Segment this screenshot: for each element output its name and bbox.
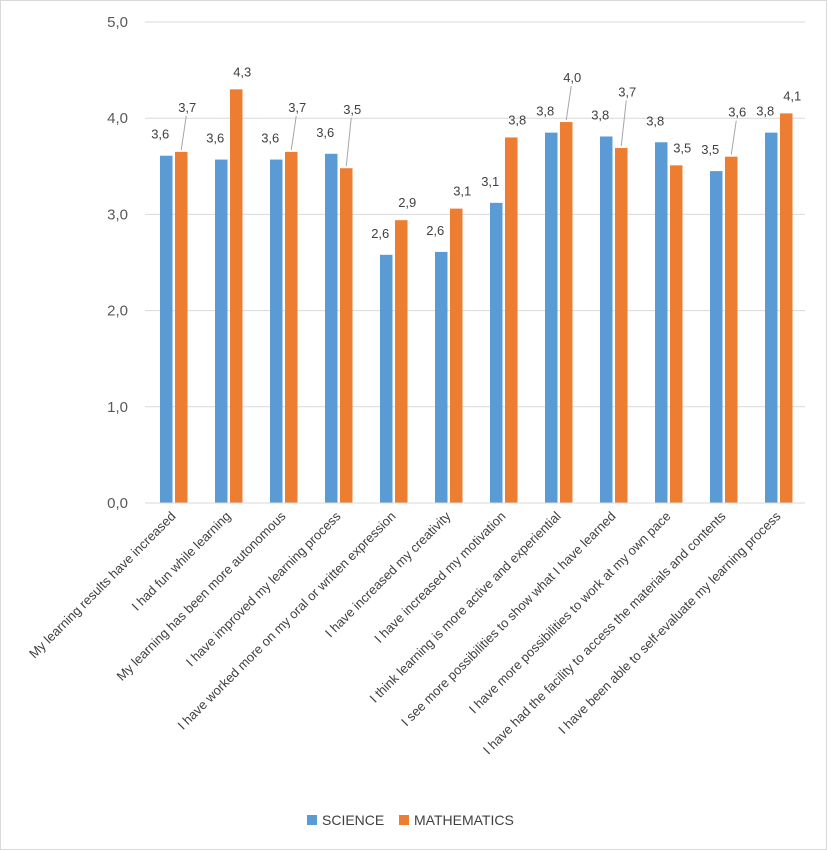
- leader-line: [345, 117, 352, 167]
- bar-mathematics: [505, 137, 518, 503]
- data-label-science: 3,6: [151, 127, 169, 142]
- y-tick-label: 5,0: [107, 14, 128, 31]
- data-label-mathematics: 4,1: [783, 88, 801, 103]
- y-tick-label: 3,0: [107, 206, 128, 223]
- data-label-mathematics: 4,0: [563, 70, 581, 85]
- legend-swatch-mathematics: [399, 815, 409, 825]
- data-label-mathematics: 3,1: [453, 184, 471, 199]
- leader-line: [290, 115, 297, 150]
- data-label-mathematics: 4,3: [233, 64, 251, 79]
- data-label-science: 3,6: [261, 131, 279, 146]
- data-label-science: 3,1: [481, 174, 499, 189]
- y-tick-label: 4,0: [107, 110, 128, 127]
- data-label-science: 3,6: [316, 125, 334, 140]
- data-label-science: 3,8: [591, 107, 609, 122]
- bar-science: [765, 132, 778, 503]
- bar-mathematics: [560, 122, 573, 503]
- bar-mathematics: [670, 165, 683, 503]
- y-tick-label: 1,0: [107, 399, 128, 416]
- data-label-mathematics: 3,6: [728, 105, 746, 120]
- bar-mathematics: [450, 208, 463, 504]
- bar-mathematics: [615, 148, 628, 503]
- data-label-science: 3,8: [756, 104, 774, 119]
- data-label-science: 2,6: [426, 223, 444, 238]
- bar-science: [380, 254, 393, 503]
- bar-science: [490, 202, 503, 503]
- bar-mathematics: [285, 151, 298, 503]
- data-label-mathematics: 3,7: [288, 100, 306, 115]
- bar-mathematics: [725, 156, 738, 503]
- leader-lines: [180, 85, 737, 167]
- bar-science: [710, 171, 723, 504]
- data-label-mathematics: 3,7: [178, 100, 196, 115]
- bar-science: [545, 132, 558, 503]
- data-labels: 3,6 3,7 3,6 4,3 3,6 3,7 3,6 3,5 2,6 2,9 2,6 3,1 3,1 3…: [151, 64, 801, 240]
- data-label-mathematics: 3,7: [618, 84, 636, 99]
- bar-science: [600, 136, 613, 503]
- data-label-science: 3,8: [646, 113, 664, 128]
- bar-science: [215, 159, 228, 504]
- bar-science: [270, 159, 283, 504]
- x-tick-label: I think learning is more active and expe…: [367, 508, 564, 705]
- bar-science: [325, 153, 338, 503]
- data-label-science: 3,5: [701, 142, 719, 157]
- legend: SCIENCE MATHEMATICS: [307, 812, 514, 828]
- bar-mathematics: [340, 168, 353, 503]
- x-tick-label: I had fun while learning: [128, 509, 233, 614]
- leader-line: [730, 120, 737, 155]
- bar-mathematics: [230, 89, 243, 503]
- leader-line: [620, 100, 627, 147]
- bar-science: [655, 142, 668, 503]
- gridlines: [145, 21, 805, 408]
- y-tick-label: 2,0: [107, 303, 128, 320]
- data-label-mathematics: 3,5: [343, 102, 361, 117]
- bar-science: [435, 251, 448, 503]
- data-label-science: 3,8: [536, 104, 554, 119]
- leader-line: [180, 115, 187, 150]
- bar-science: [160, 155, 173, 503]
- leader-line: [565, 85, 572, 121]
- data-label-mathematics: 3,5: [673, 140, 691, 155]
- x-tick-label: I have more possibilities to work at my …: [466, 509, 674, 717]
- bar-mathematics: [175, 151, 188, 503]
- legend-label-mathematics: MATHEMATICS: [414, 812, 514, 828]
- y-tick-label: 0,0: [107, 495, 128, 512]
- y-axis: 0,0 1,0 2,0 3,0 4,0 5,0: [107, 14, 128, 512]
- data-label-science: 3,6: [206, 131, 224, 146]
- data-label-science: 2,6: [371, 226, 389, 241]
- bars: [160, 89, 793, 504]
- bar-mathematics: [780, 113, 793, 503]
- data-label-mathematics: 2,9: [398, 195, 416, 210]
- legend-label-science: SCIENCE: [322, 812, 384, 828]
- data-label-mathematics: 3,8: [508, 112, 526, 127]
- legend-swatch-science: [307, 815, 317, 825]
- bar-mathematics: [395, 220, 408, 503]
